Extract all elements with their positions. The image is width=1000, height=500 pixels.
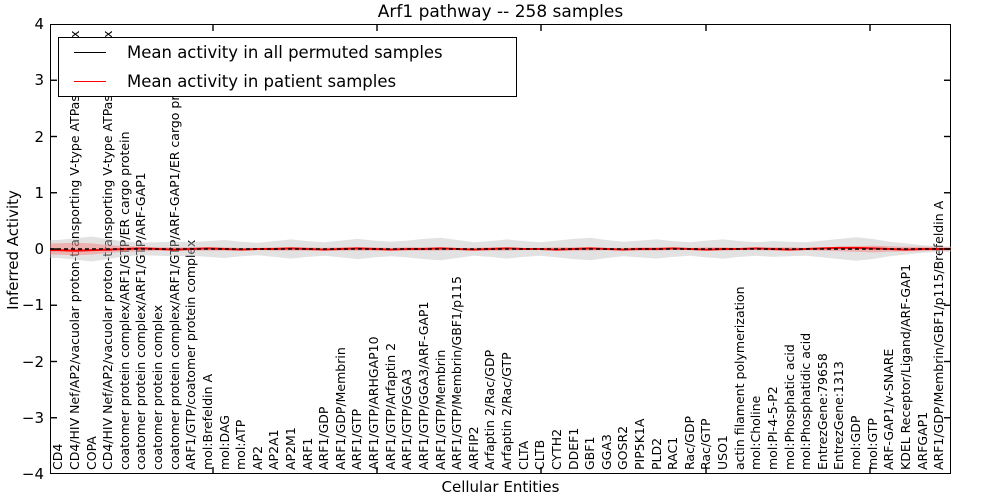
legend: Mean activity in all permuted samples Me… xyxy=(58,37,517,97)
y-tick-label: −3 xyxy=(21,408,44,427)
y-tick-label: 4 xyxy=(34,15,44,33)
y-axis-label: Inferred Activity xyxy=(4,190,22,310)
legend-label-permuted: Mean activity in all permuted samples xyxy=(127,43,443,62)
legend-item-permuted: Mean activity in all permuted samples xyxy=(59,38,516,67)
y-tick-label: −4 xyxy=(21,465,44,483)
y-tick-label: −1 xyxy=(21,296,44,315)
y-tick-label: 1 xyxy=(34,183,44,202)
permuted-mean-line-swatch xyxy=(74,52,106,53)
y-tick-label: 2 xyxy=(34,127,44,146)
chart-title: Arf1 pathway -- 258 samples xyxy=(377,2,624,22)
plot-canvas xyxy=(50,24,951,474)
x-axis-label: Cellular Entities xyxy=(441,478,560,496)
legend-label-patient: Mean activity in patient samples xyxy=(127,72,397,91)
y-tick-label: −2 xyxy=(21,352,44,371)
patient-mean-line-swatch xyxy=(74,81,106,82)
y-tick-label: 3 xyxy=(34,71,44,90)
y-tick-label: 0 xyxy=(34,240,44,258)
legend-item-patient: Mean activity in patient samples xyxy=(59,67,516,96)
